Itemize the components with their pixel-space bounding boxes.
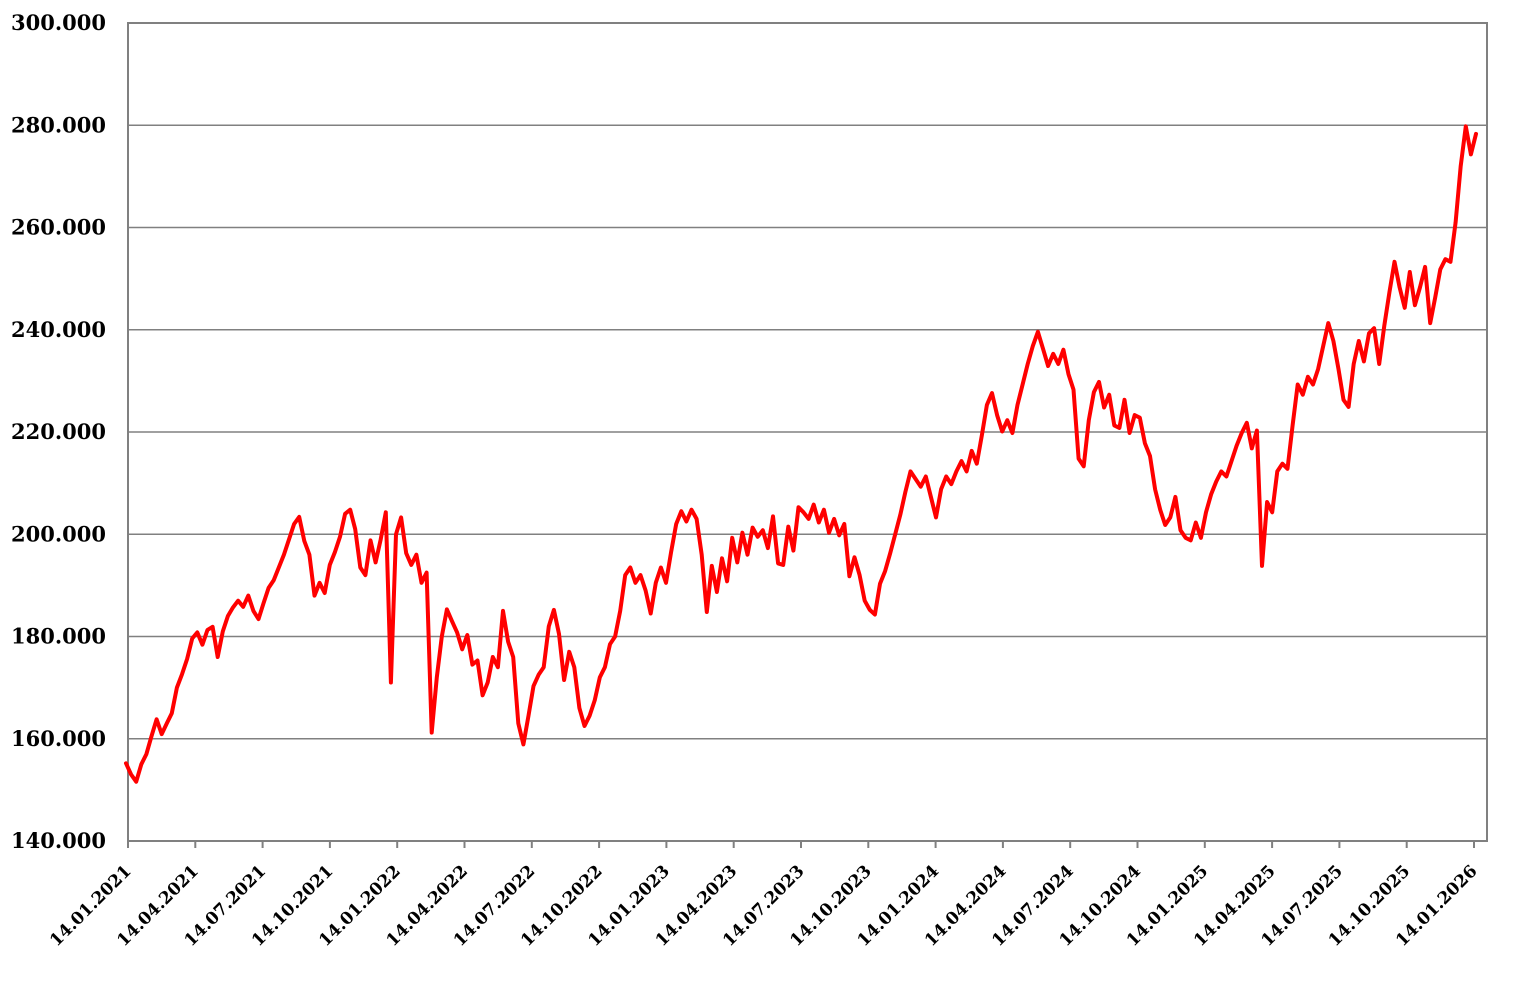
y-axis-tick-label: 200.000 [11,521,106,546]
y-axis-tick-label: 240.000 [11,317,106,342]
y-axis-tick-label: 220.000 [11,419,106,444]
y-axis-tick-label: 160.000 [11,726,106,751]
y-axis-tick-label: 280.000 [11,112,106,137]
y-axis-tick-label: 140.000 [11,828,106,853]
plot-border [127,22,1488,842]
y-axis-tick-label: 260.000 [11,215,106,240]
y-axis-tick-label: 180.000 [11,624,106,649]
price-line-series [124,124,1478,784]
y-axis-tick-label: 300.000 [11,10,106,35]
